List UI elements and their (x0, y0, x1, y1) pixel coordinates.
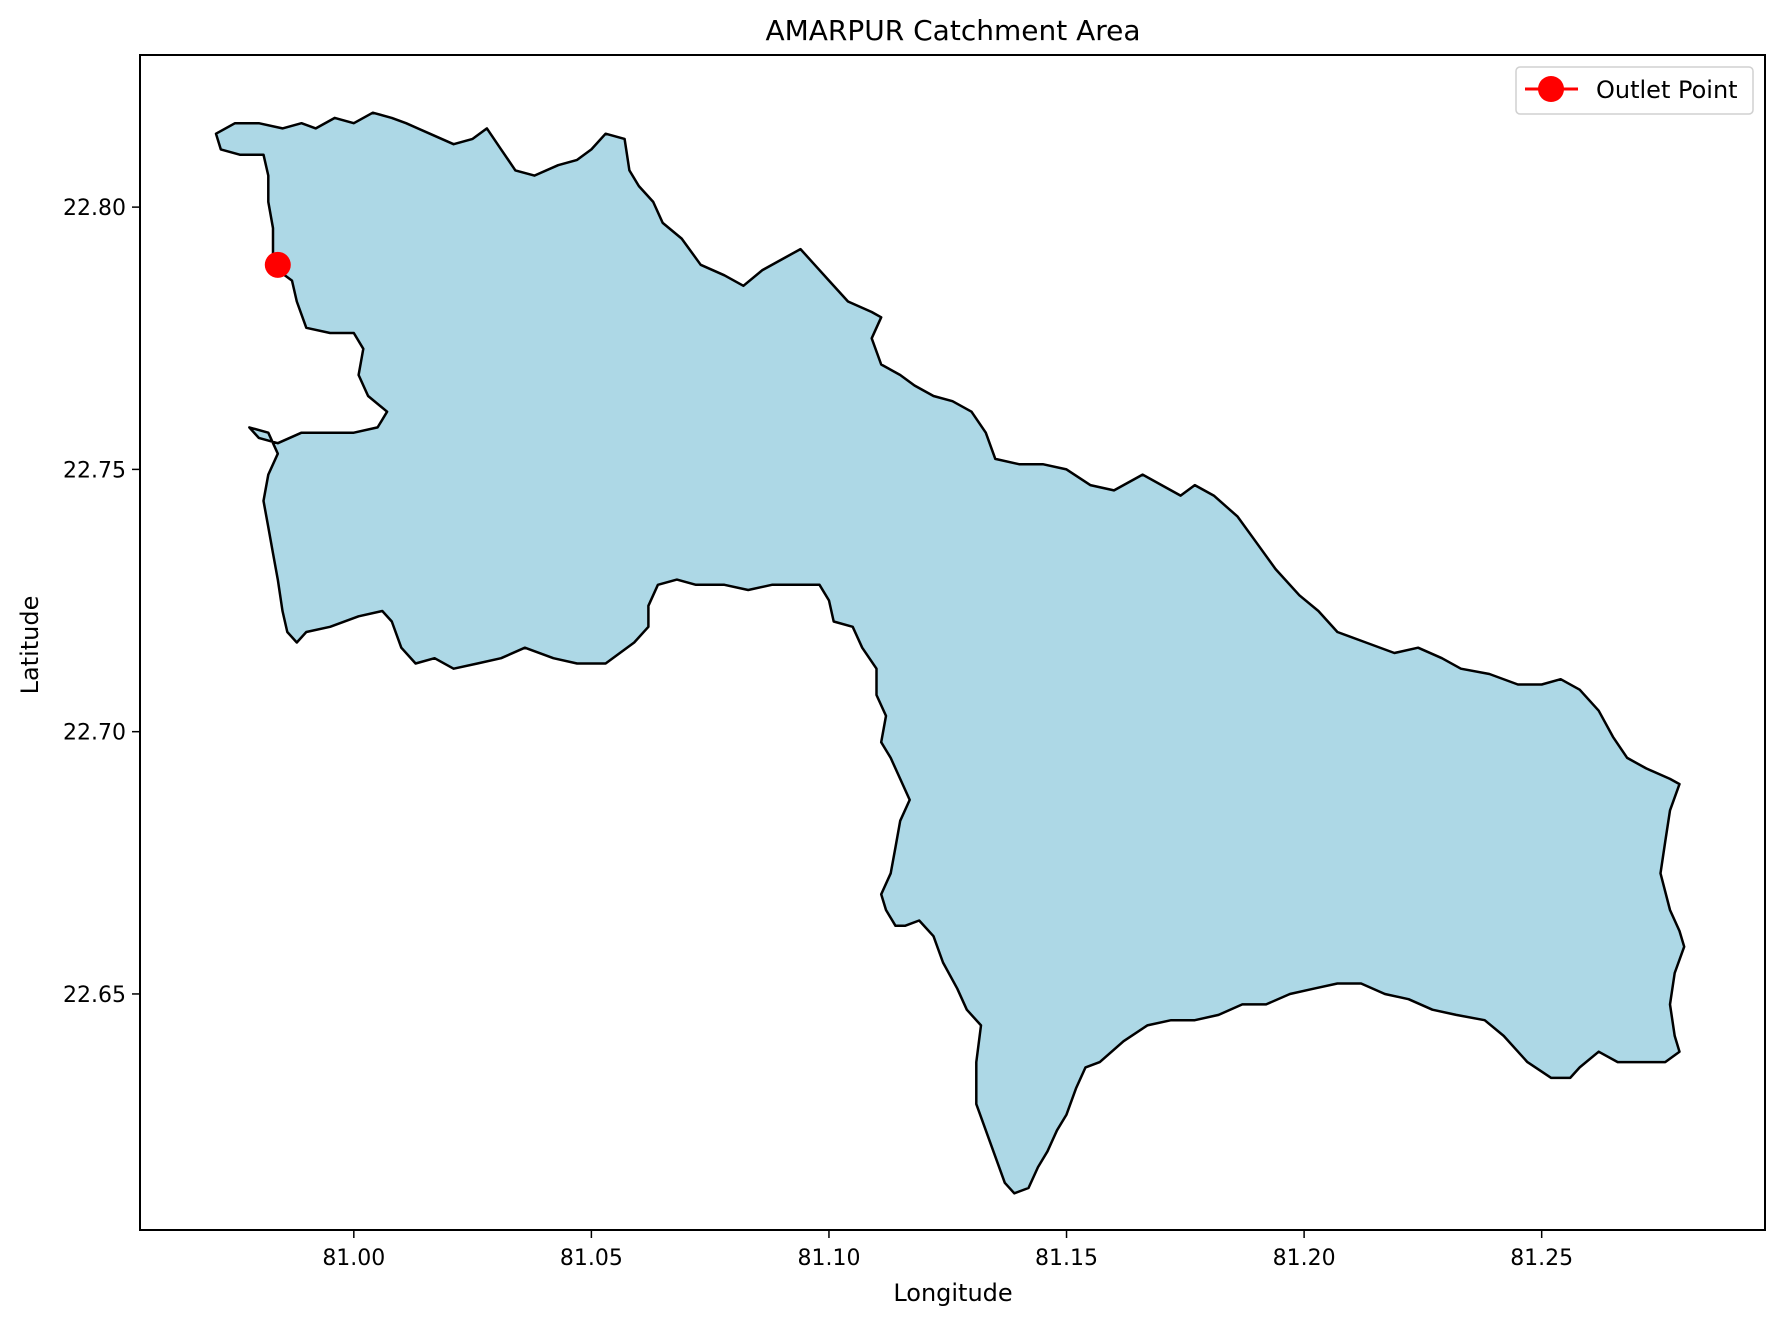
legend-box (1515, 66, 1754, 115)
y-tick-label: 22.75 (63, 458, 126, 483)
chart-title: AMARPUR Catchment Area (765, 14, 1140, 47)
legend-marker (1538, 76, 1564, 102)
x-axis-label: Longitude (893, 1279, 1012, 1307)
legend-label-outlet-point: Outlet Point (1596, 76, 1738, 104)
y-tick-label: 22.65 (63, 983, 126, 1008)
x-tick-label: 81.15 (1035, 1246, 1098, 1271)
x-tick-label: 81.25 (1510, 1246, 1573, 1271)
catchment-polygon (214, 111, 1686, 1195)
x-tick-label: 81.00 (322, 1246, 385, 1271)
x-tick-label: 81.10 (797, 1246, 860, 1271)
y-tick-label: 22.80 (63, 196, 126, 221)
outlet-point-marker (264, 251, 291, 278)
legend: Outlet Point (1515, 66, 1754, 115)
x-tick-label: 81.20 (1273, 1246, 1336, 1271)
y-tick-label: 22.70 (63, 721, 126, 746)
axes-frame (139, 54, 1766, 1231)
x-tick-label: 81.05 (560, 1246, 623, 1271)
plot-area (214, 111, 1686, 1195)
x-axis-ticks: 81.00 81.05 81.10 81.15 81.20 81.25 (322, 1230, 1573, 1271)
y-axis-label: Latitude (16, 596, 44, 695)
y-axis-ticks: 22.65 22.70 22.75 22.80 (63, 196, 140, 1008)
